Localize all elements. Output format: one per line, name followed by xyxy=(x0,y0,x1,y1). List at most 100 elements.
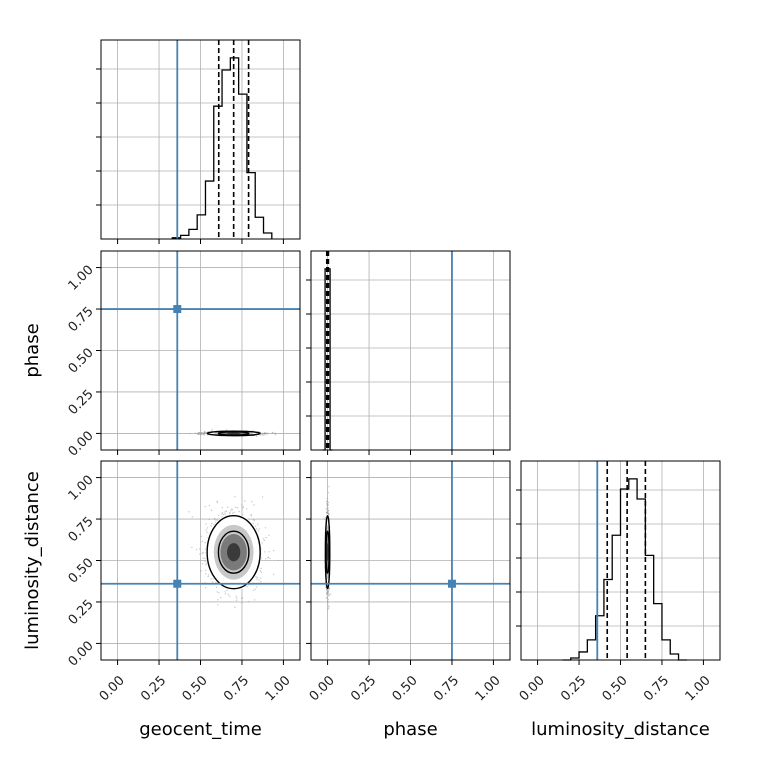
scatter-point xyxy=(194,432,196,434)
x-axis-label-luminosity_distance: luminosity_distance xyxy=(531,719,710,740)
scatter-point xyxy=(202,551,204,554)
scatter-point xyxy=(224,510,226,512)
scatter-point xyxy=(251,500,253,503)
scatter-point xyxy=(204,541,206,544)
scatter-point xyxy=(327,509,329,511)
scatter-point xyxy=(260,567,262,570)
scatter-point xyxy=(269,557,271,560)
scatter-point xyxy=(191,546,193,549)
histogram-frame xyxy=(520,460,721,661)
scatter-point xyxy=(201,563,204,565)
scatter-point xyxy=(204,561,206,563)
x-tick-label: 0.00 xyxy=(97,673,128,704)
scatter-point xyxy=(272,573,275,576)
scatter-point xyxy=(215,586,218,588)
scatter-point xyxy=(201,552,203,555)
scatter-point xyxy=(327,507,329,509)
scatter-point xyxy=(252,589,255,591)
scatter-point xyxy=(259,570,262,572)
scatter-point xyxy=(203,431,206,434)
scatter-point xyxy=(327,608,329,610)
scatter-point xyxy=(225,429,228,431)
scatter-point xyxy=(224,593,227,595)
scatter-point xyxy=(226,506,229,508)
scatter-point xyxy=(262,538,265,540)
scatter-point xyxy=(236,507,239,509)
scatter-point xyxy=(327,600,329,603)
scatter-point xyxy=(210,525,212,527)
contour-outer xyxy=(206,515,261,590)
scatter-point xyxy=(208,504,211,507)
scatter-point xyxy=(204,557,206,560)
scatter-point xyxy=(324,518,326,521)
scatter-point xyxy=(205,564,207,566)
scatter-point xyxy=(229,513,231,515)
scatter-point xyxy=(326,512,328,514)
scatter-point xyxy=(268,551,270,553)
density-frame xyxy=(100,460,301,661)
x-axis-label-phase: phase xyxy=(383,719,437,740)
scatter-point xyxy=(201,540,203,543)
scatter-point xyxy=(261,496,264,498)
scatter-point xyxy=(220,596,222,599)
scatter-point xyxy=(328,513,330,515)
scatter-point xyxy=(263,432,266,434)
scatter-point xyxy=(328,605,330,608)
scatter-point xyxy=(225,510,228,512)
scatter-point xyxy=(327,591,329,593)
x-tick-label: 0.25 xyxy=(348,673,379,704)
scatter-point xyxy=(256,578,258,580)
y-tick-label: 0.00 xyxy=(66,638,97,669)
scatter-point xyxy=(200,432,202,434)
scatter-point xyxy=(216,591,218,593)
scatter-point xyxy=(241,504,243,506)
scatter-point xyxy=(200,570,202,572)
histogram-step-line xyxy=(562,478,687,661)
scatter-point xyxy=(210,578,212,580)
contour-inner xyxy=(217,431,250,436)
x-tick-label: 0.25 xyxy=(558,673,589,704)
x-tick-label: 0.50 xyxy=(390,673,421,704)
scatter-point xyxy=(265,432,267,434)
scatter-point xyxy=(223,513,225,516)
histogram-phase xyxy=(306,250,511,455)
scatter-point xyxy=(216,519,218,521)
scatter-point xyxy=(205,523,207,525)
contour-inner xyxy=(217,530,250,574)
scatter-point xyxy=(246,586,248,588)
histogram-frame xyxy=(100,39,301,240)
x-tick-label: 0.00 xyxy=(307,673,338,704)
x-tick-label: 1.00 xyxy=(263,673,294,704)
scatter-point xyxy=(248,601,250,603)
scatter-point xyxy=(217,604,219,606)
y-tick-label: 0.75 xyxy=(66,514,97,545)
x-axis-label-geocent_time: geocent_time xyxy=(139,719,262,740)
scatter-point xyxy=(206,527,209,529)
scatter-point xyxy=(256,435,258,438)
scatter-point xyxy=(259,434,262,436)
scatter-point xyxy=(227,593,230,596)
scatter-point xyxy=(263,434,265,436)
scatter-point xyxy=(253,599,256,601)
histogram-step-line xyxy=(171,57,273,239)
tick-labels: 0.00 0.25 0.50 0.75 1.00 0.00 0.25 0.50 0.75 1.00… xyxy=(66,263,714,705)
scatter-point xyxy=(268,534,270,537)
y-tick-label: 0.75 xyxy=(66,304,97,335)
scatter-point xyxy=(238,510,240,513)
scatter-point xyxy=(246,508,248,510)
scatter-point xyxy=(261,434,263,436)
scatter-point xyxy=(221,507,224,509)
scatter-point xyxy=(253,504,255,506)
scatter-point xyxy=(257,530,260,532)
scatter-point xyxy=(200,535,202,537)
scatter-point xyxy=(235,506,237,508)
scatter-point xyxy=(325,597,327,599)
scatter-point xyxy=(327,605,329,607)
scatter-point xyxy=(265,558,267,560)
truth-marker xyxy=(447,579,456,588)
histogram-luminosity_distance xyxy=(516,460,721,665)
scatter-point xyxy=(224,591,226,593)
scatter-point xyxy=(258,528,260,530)
scatter-point xyxy=(210,509,213,511)
